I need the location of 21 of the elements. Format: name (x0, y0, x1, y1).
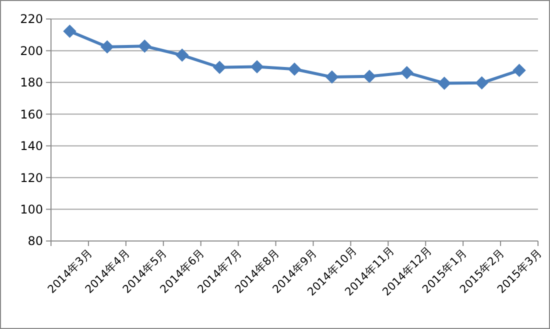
point (288, 62, 301, 76)
point (438, 76, 451, 90)
y-tick-label: 140 (20, 139, 43, 154)
point (400, 66, 414, 80)
point (250, 60, 264, 74)
y-tick-label: 180 (20, 76, 43, 90)
point (176, 48, 189, 62)
y-tick-label: 120 (20, 170, 43, 185)
y-tick-label: 100 (20, 202, 43, 216)
point (213, 60, 226, 74)
point (326, 70, 338, 84)
point (475, 76, 488, 90)
point (363, 70, 376, 83)
point (63, 24, 76, 38)
point (512, 64, 526, 77)
y-tick-label: 220 (20, 12, 43, 26)
y-tick-label: 80 (28, 234, 43, 248)
point (138, 40, 152, 53)
y-tick-label: 200 (20, 44, 43, 58)
y-tick-label: 160 (20, 107, 43, 122)
point (100, 40, 114, 54)
